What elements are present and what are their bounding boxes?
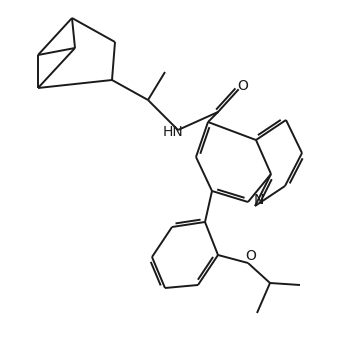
Text: O: O xyxy=(238,79,248,93)
Text: O: O xyxy=(245,249,256,263)
Text: HN: HN xyxy=(163,125,183,139)
Text: N: N xyxy=(254,193,264,207)
